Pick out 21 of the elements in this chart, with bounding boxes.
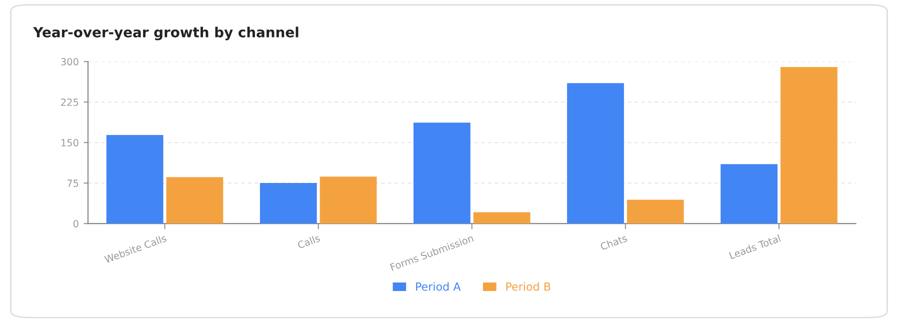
y-tick-label: 75 (67, 180, 78, 187)
chart-title: Year-over-year growth by channel (33, 26, 298, 40)
legend-label: Period B (506, 282, 550, 291)
bar (106, 135, 164, 224)
x-tick-label: Calls (297, 234, 320, 249)
y-tick-label: 300 (61, 58, 78, 66)
bar (626, 200, 684, 224)
y-tick-label: 0 (73, 220, 78, 228)
bar (780, 66, 838, 224)
bar (166, 177, 224, 224)
bar (720, 164, 778, 224)
bar (260, 183, 317, 224)
bar (473, 212, 530, 224)
legend-label: Period A (416, 282, 461, 291)
x-tick-label: Chats (600, 234, 628, 250)
bar (320, 176, 377, 224)
x-tick-label: Leads Total (728, 234, 781, 260)
bar (414, 122, 470, 224)
bar (567, 83, 624, 224)
y-tick-label: 225 (61, 98, 78, 106)
y-tick-label: 150 (61, 139, 78, 146)
